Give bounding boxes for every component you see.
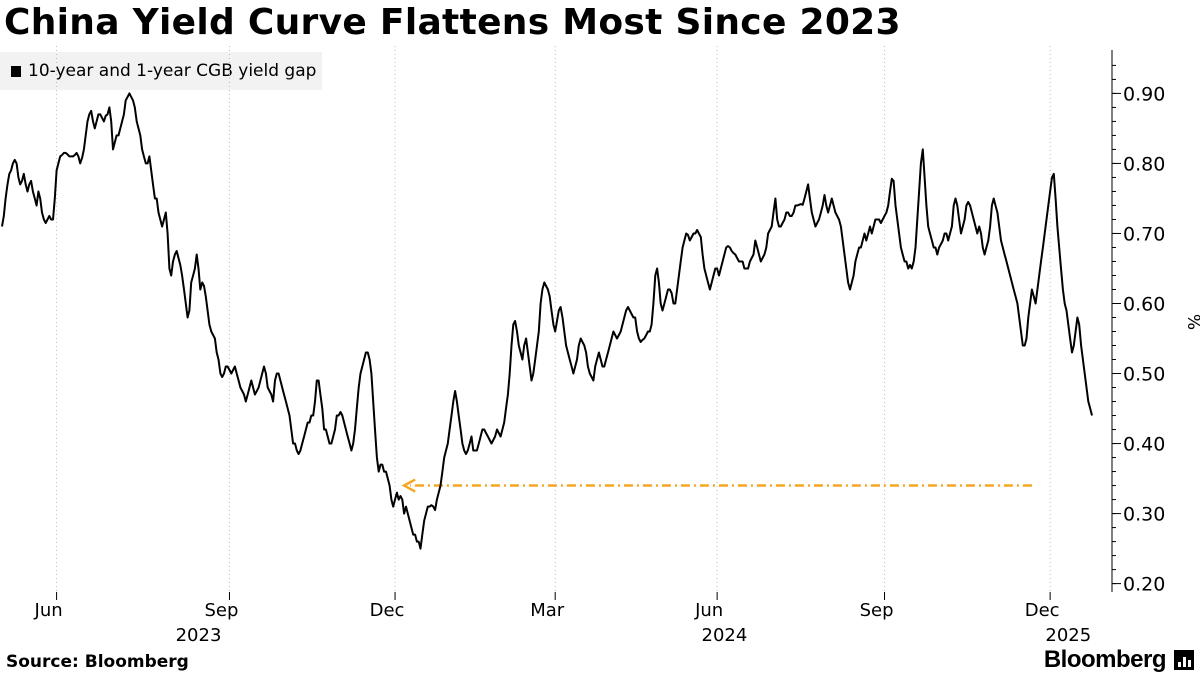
y-tick-label: 0.40	[1123, 434, 1165, 456]
x-tick-label: Sep	[860, 600, 894, 621]
x-tick-label: Dec	[370, 600, 405, 621]
source-note: Source: Bloomberg	[6, 652, 189, 672]
y-tick-label: 0.60	[1123, 293, 1165, 315]
series-layer	[1, 92, 1093, 550]
x-tick-label: Dec	[1025, 600, 1060, 621]
y-tick-label: 0.80	[1123, 153, 1165, 175]
grid-lines	[56, 46, 1051, 592]
annotation-arrow-head	[401, 478, 416, 493]
series-line	[1, 92, 1093, 550]
y-tick-label: 0.90	[1123, 83, 1165, 105]
y-tick-label: 0.30	[1123, 504, 1165, 526]
chart-title: China Yield Curve Flattens Most Since 20…	[4, 2, 901, 43]
legend-swatch	[11, 66, 21, 77]
x-tick-label: Jun	[694, 600, 723, 621]
y-axis-unit-label: %	[1183, 314, 1200, 330]
x-axis: Jun Sep Dec Mar Jun Sep Dec 2023 2024 2025	[34, 592, 1091, 646]
y-tick-label: 0.70	[1123, 223, 1165, 245]
x-year-label: 2023	[176, 625, 222, 646]
y-tick-label: 0.20	[1123, 574, 1165, 596]
x-tick-label: Mar	[530, 600, 565, 621]
legend: 10-year and 1-year CGB yield gap	[0, 52, 322, 90]
x-year-label: 2024	[702, 625, 748, 646]
x-tick-label: Jun	[34, 600, 63, 621]
x-year-label: 2025	[1045, 625, 1091, 646]
brand-logo-text: Bloomberg	[1043, 646, 1167, 673]
y-axis: 0.20 0.30 0.40 0.50 0.60 0.70 0.80 0.90%	[1111, 50, 1200, 596]
legend-label: 10-year and 1-year CGB yield gap	[28, 61, 317, 81]
chart-icon	[1174, 650, 1194, 670]
y-tick-label: 0.50	[1123, 364, 1165, 386]
x-tick-label: Sep	[204, 600, 238, 621]
annotation	[401, 478, 1032, 493]
